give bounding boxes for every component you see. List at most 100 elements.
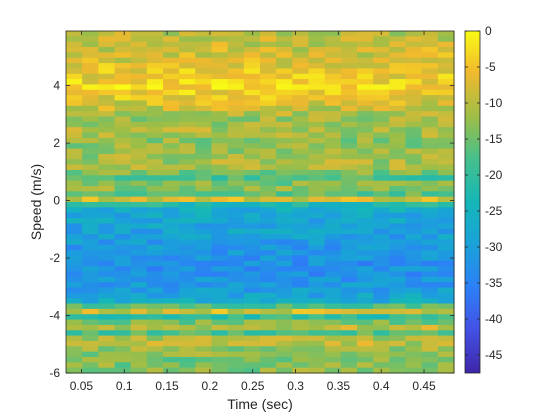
heatmap-cell [195, 335, 213, 342]
heatmap-cell [195, 255, 213, 262]
heatmap-cell [437, 105, 455, 112]
heatmap-cell [421, 303, 439, 310]
heatmap-cell [211, 63, 229, 69]
heatmap-cell [340, 319, 358, 326]
heatmap-cell [276, 202, 293, 208]
heatmap-cell [195, 207, 213, 214]
heatmap-cell [308, 36, 326, 43]
heatmap-cell [146, 148, 164, 155]
heatmap-cell [114, 202, 132, 208]
heatmap-cell [276, 287, 293, 294]
heatmap-cell [243, 356, 261, 363]
heatmap-cell [82, 36, 99, 43]
heatmap-cell [179, 239, 196, 246]
heatmap-cell [66, 95, 83, 102]
heatmap-cell [227, 137, 245, 144]
heatmap-cell [211, 191, 229, 198]
heatmap-cell [340, 52, 358, 59]
heatmap-cell [179, 255, 196, 262]
heatmap-cell [66, 73, 83, 80]
heatmap-cell [276, 57, 293, 64]
heatmap-cell [163, 121, 180, 128]
heatmap-cell [211, 271, 229, 278]
heatmap-cell [130, 84, 148, 91]
heatmap-cell [98, 255, 116, 262]
heatmap-cell [308, 250, 326, 257]
heatmap-cell [130, 223, 148, 230]
heatmap-cell [292, 218, 310, 224]
heatmap-cell [195, 362, 213, 369]
heatmap-cell [421, 68, 439, 75]
heatmap-cell [114, 105, 132, 112]
heatmap-cell [211, 324, 229, 331]
heatmap-cell [276, 73, 293, 80]
heatmap-cell [179, 148, 196, 155]
heatmap-cell [195, 95, 213, 102]
heatmap-cell [146, 351, 164, 358]
heatmap-cell [340, 116, 358, 123]
heatmap-cell [243, 239, 261, 246]
heatmap-cell [179, 367, 196, 374]
heatmap-cell [211, 314, 229, 321]
y-tick-label: 4 [53, 79, 60, 93]
heatmap-cell [243, 223, 261, 230]
heatmap-cell [260, 73, 277, 80]
heatmap-cell [389, 202, 407, 208]
heatmap-cell [243, 73, 261, 80]
colorbar-tick-label: -15 [485, 132, 503, 146]
heatmap-cell [114, 95, 132, 102]
heatmap-cell [82, 79, 99, 86]
heatmap-cell [146, 335, 164, 342]
heatmap-cell [373, 319, 390, 326]
heatmap-cell [437, 79, 455, 86]
heatmap-cell [114, 132, 132, 139]
heatmap-cell [146, 330, 164, 337]
heatmap-cell [227, 79, 245, 86]
heatmap-cell [66, 137, 83, 144]
heatmap-cell [389, 121, 407, 128]
heatmap-cell [373, 95, 390, 102]
heatmap-cell [195, 314, 213, 321]
heatmap-cell [405, 175, 423, 182]
heatmap-cell [243, 324, 261, 331]
heatmap-cell [308, 335, 326, 342]
heatmap-cell [260, 121, 277, 128]
heatmap-cell [276, 100, 293, 107]
heatmap-cell [373, 121, 390, 128]
x-tick-label: 0.3 [287, 379, 304, 393]
heatmap-cell [179, 41, 196, 48]
heatmap-cell [114, 111, 132, 118]
heatmap-cell [66, 308, 83, 315]
heatmap-cell [227, 84, 245, 91]
heatmap-cell [82, 362, 99, 369]
heatmap-cell [211, 303, 229, 310]
heatmap-cell [130, 63, 148, 69]
heatmap-cell [421, 105, 439, 112]
heatmap-cell [179, 319, 196, 326]
heatmap-cell [421, 100, 439, 107]
heatmap-cell [437, 250, 455, 257]
heatmap-cell [308, 308, 326, 315]
heatmap-cell [340, 73, 358, 80]
heatmap-cell [324, 335, 342, 342]
heatmap-cell [324, 153, 342, 160]
heatmap-cell [146, 191, 164, 198]
heatmap-cell [146, 234, 164, 240]
heatmap-cell [405, 159, 423, 166]
heatmap-cell [324, 287, 342, 294]
heatmap-cell [437, 153, 455, 160]
heatmap-cell [340, 143, 358, 150]
heatmap-cell [340, 212, 358, 219]
heatmap-cell [373, 207, 390, 214]
heatmap-cell [373, 169, 390, 176]
heatmap-cell [146, 207, 164, 214]
heatmap-cell [146, 185, 164, 192]
heatmap-cell [130, 319, 148, 326]
heatmap-cell [195, 73, 213, 80]
heatmap-cell [163, 292, 180, 299]
heatmap-cell [195, 100, 213, 107]
heatmap-cell [437, 212, 455, 219]
heatmap-cell [243, 340, 261, 347]
heatmap-cell [405, 212, 423, 219]
heatmap-cell [357, 340, 374, 347]
